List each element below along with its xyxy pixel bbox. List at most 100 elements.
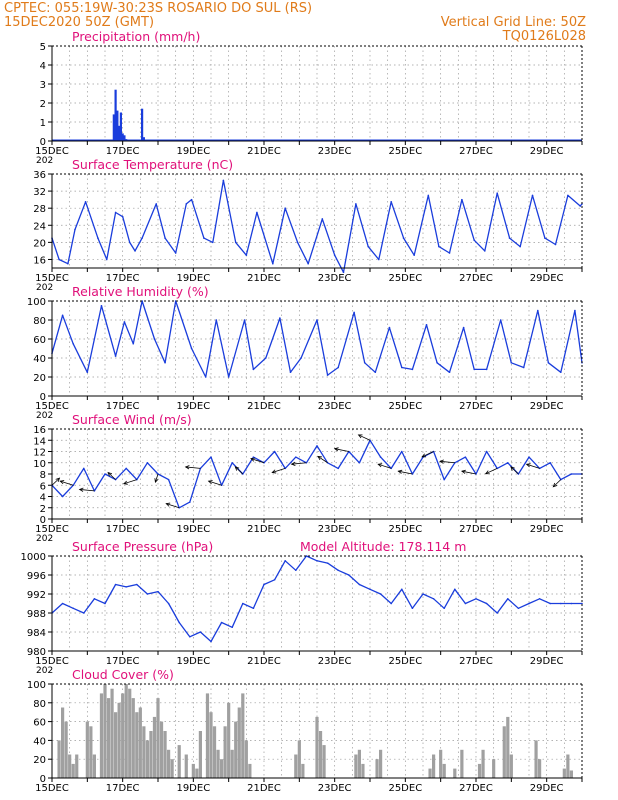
relative-humidity-point <box>61 314 64 317</box>
relative-humidity-point <box>337 366 340 369</box>
surface-wind-y-tick-label: 4 <box>40 493 46 504</box>
surface-pressure-point <box>210 640 212 643</box>
surface-wind-direction-arrowhead <box>234 466 240 471</box>
relative-humidity-x-tick-label: 17DEC <box>106 401 140 412</box>
precipitation-bar <box>114 89 117 141</box>
cloud-cover-bar <box>191 763 195 778</box>
relative-humidity-point <box>243 319 246 321</box>
surface-pressure-point <box>432 597 435 600</box>
surface-temperature-point <box>413 254 415 256</box>
relative-humidity-point <box>300 357 302 359</box>
surface-wind-y-tick-label: 8 <box>40 470 46 481</box>
precipitation-bar <box>118 125 121 141</box>
surface-temperature-point <box>355 203 357 205</box>
surface-temperature-title: Surface Temperature (nC) <box>72 157 233 172</box>
cloud-cover-bar <box>442 763 446 778</box>
surface-wind-x-tick-label: 19DEC <box>176 524 210 535</box>
surface-pressure-point <box>443 607 446 610</box>
relative-humidity-point <box>462 326 465 329</box>
relative-humidity-x-tick-label: 25DEC <box>388 401 422 412</box>
surface-pressure-point <box>507 597 509 600</box>
surface-pressure-point <box>114 583 117 586</box>
relative-humidity-point <box>574 309 576 312</box>
surface-wind-direction-arrow <box>185 466 201 469</box>
precipitation-y-tick-label: 3 <box>40 80 46 91</box>
surface-wind-direction-arrow <box>51 477 60 486</box>
surface-wind-direction-arrowhead <box>510 466 515 471</box>
surface-wind-point <box>337 467 340 470</box>
relative-humidity-x-tick-label: 27DEC <box>459 401 493 412</box>
cloud-cover-bar <box>103 684 107 778</box>
surface-pressure-point <box>348 574 350 576</box>
cloud-cover-bar <box>128 688 132 778</box>
surface-wind-x-year-cut: 202 <box>36 534 53 544</box>
surface-pressure-point <box>199 631 202 633</box>
surface-pressure-point <box>528 602 530 605</box>
cloud-cover-bar <box>566 754 570 778</box>
precipitation-y-tick-label: 5 <box>40 42 46 53</box>
surface-wind-point <box>231 461 233 464</box>
cloud-cover-bar <box>177 745 181 778</box>
relative-humidity-point <box>164 361 166 364</box>
surface-wind-y-tick-label: 10 <box>33 459 46 470</box>
surface-pressure-point <box>273 578 276 581</box>
cloud-cover-bar <box>159 721 164 778</box>
surface-wind-direction-arrow <box>235 466 244 475</box>
surface-pressure-point <box>263 583 265 586</box>
surface-temperature-y-tick-label: 32 <box>33 187 46 198</box>
surface-pressure-point <box>136 583 138 586</box>
precipitation-x-tick-label: 27DEC <box>459 146 493 157</box>
cloud-cover-x-tick-label: 19DEC <box>176 783 210 794</box>
precipitation-y-tick-label: 1 <box>40 118 46 129</box>
surface-pressure-point <box>252 607 255 610</box>
surface-wind-point <box>464 456 467 458</box>
surface-wind-x-tick-label: 17DEC <box>106 524 140 535</box>
surface-pressure-y-tick-label: 992 <box>27 590 46 601</box>
surface-temperature-point <box>134 250 136 252</box>
relative-humidity-point <box>510 361 513 364</box>
surface-wind-title: Surface Wind (m/s) <box>72 412 192 427</box>
cloud-cover-bar <box>453 768 457 778</box>
surface-wind-direction-arrowhead <box>484 470 490 475</box>
cloud-cover-bar <box>106 698 111 778</box>
surface-pressure-y-tick-label: 1000 <box>21 552 46 563</box>
relative-humidity-point <box>252 368 255 371</box>
precipitation-x-tick-label: 25DEC <box>388 146 422 157</box>
surface-pressure-point <box>189 635 191 638</box>
surface-temperature-point <box>427 194 430 197</box>
cloud-cover-bar <box>509 754 513 778</box>
surface-temperature-y-tick-label: 36 <box>33 170 46 181</box>
surface-temperature-point <box>496 192 499 195</box>
surface-wind-direction-arrowhead <box>421 453 427 458</box>
surface-wind-point <box>295 456 297 458</box>
surface-temperature-point <box>121 215 124 218</box>
precipitation-title: Precipitation (mm/h) <box>72 29 200 44</box>
cloud-cover-bar <box>439 749 443 778</box>
cloud-cover-bar <box>64 721 68 778</box>
surface-pressure-point <box>401 588 403 591</box>
surface-pressure-point <box>72 607 74 610</box>
cloud-cover-bar <box>506 716 510 778</box>
precipitation-x-tick-label: 15DEC <box>35 146 69 157</box>
surface-pressure-point <box>146 593 149 595</box>
surface-temperature-point <box>234 241 237 244</box>
relative-humidity-point <box>190 347 193 350</box>
relative-humidity-point <box>448 371 451 374</box>
surface-wind-point <box>507 461 509 464</box>
relative-humidity-point <box>411 368 414 371</box>
surface-temperature-y-tick-label: 24 <box>33 221 46 232</box>
surface-wind-direction-arrowhead <box>271 469 277 474</box>
surface-wind-direction-arrow <box>358 434 371 441</box>
precipitation-bar <box>119 112 122 141</box>
cloud-cover-bar <box>538 759 542 778</box>
surface-temperature-x-tick-label: 29DEC <box>530 273 564 284</box>
surface-temperature-x-tick-label: 15DEC <box>35 273 69 284</box>
surface-temperature-x-year-cut: 202 <box>36 283 53 293</box>
cloud-cover-y-tick-label: 60 <box>33 718 46 729</box>
surface-temperature-point <box>519 245 521 248</box>
relative-humidity-point <box>123 321 126 323</box>
surface-wind-x-tick-label: 29DEC <box>530 524 564 535</box>
precipitation-x-tick-label: 17DEC <box>106 146 140 157</box>
surface-wind-direction-arrow <box>250 458 265 464</box>
relative-humidity-point <box>374 371 377 374</box>
